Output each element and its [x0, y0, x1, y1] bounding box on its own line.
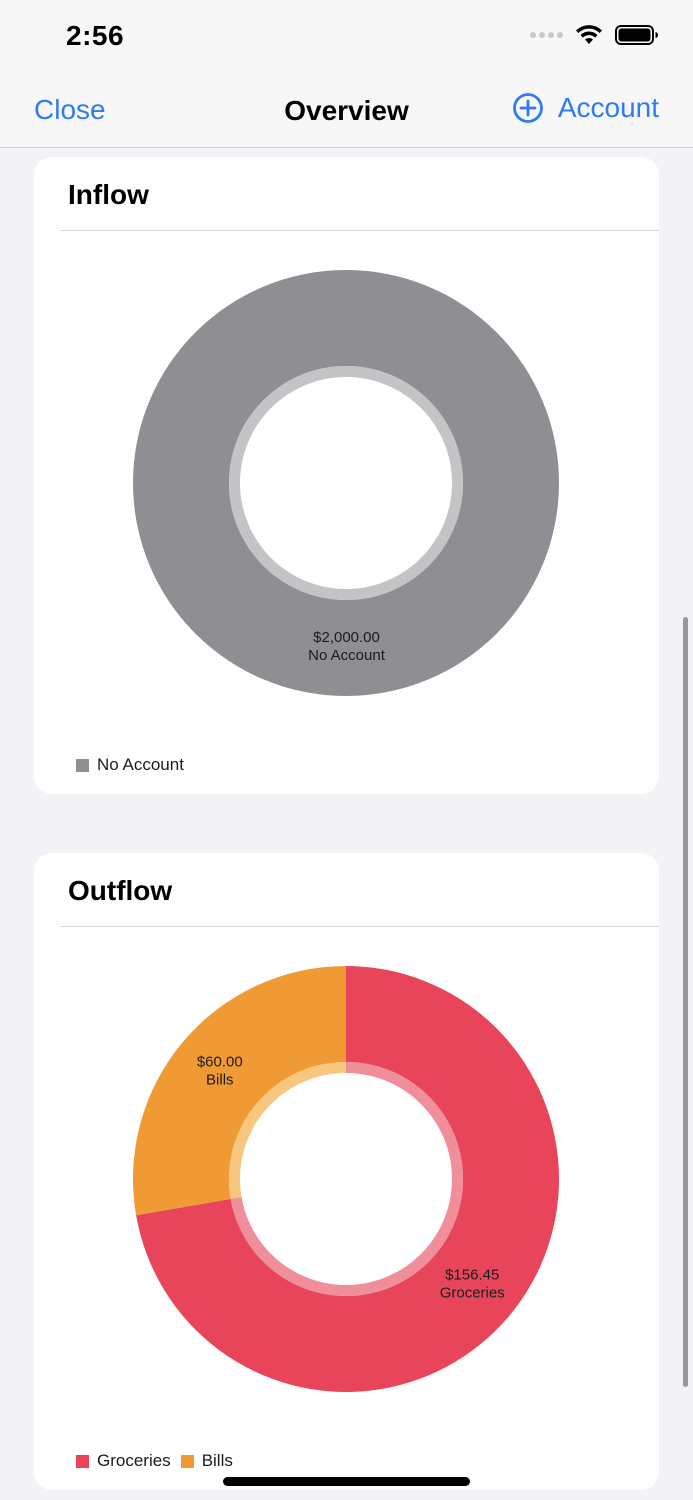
inflow-value-label-no-account: $2,000.00 — [313, 629, 380, 646]
outflow-slice-bills[interactable] — [133, 966, 346, 1216]
status-time: 2:56 — [66, 20, 125, 51]
outflow-legend-label-groceries: Groceries — [97, 1451, 171, 1470]
outflow-slice-groceries[interactable] — [136, 966, 560, 1392]
inflow-slice-no-account[interactable] — [133, 270, 559, 696]
outflow-name-label-bills: Bills — [206, 1072, 234, 1089]
outflow-card: Outflow $156.45 Groceries $60.00 Bills Groc… — [34, 853, 659, 1490]
inflow-name-label-no-account: No Account — [308, 647, 386, 664]
inflow-slice-inner-no-account — [229, 366, 463, 600]
wifi-icon — [576, 25, 602, 44]
inflow-legend-label-no-account: No Account — [97, 755, 184, 774]
inflow-legend-item-no-account: No Account — [76, 755, 184, 775]
inflow-legend-swatch-no-account — [76, 758, 89, 772]
outflow-legend-swatch-groceries — [76, 1454, 89, 1468]
outflow-divider — [60, 926, 659, 927]
plus-circle-icon — [512, 93, 543, 123]
inflow-legend: No Account — [76, 755, 184, 775]
outflow-legend-item-bills: Bills — [180, 1451, 233, 1471]
inflow-divider — [60, 230, 659, 231]
status-icons — [530, 24, 659, 46]
battery-icon — [615, 25, 658, 45]
status-bar: 2:56 — [0, 0, 693, 76]
home-indicator[interactable] — [223, 1477, 470, 1486]
outflow-legend: Groceries Bills — [76, 1451, 233, 1471]
outflow-legend-label-bills: Bills — [201, 1451, 233, 1470]
add-account-label: Account — [557, 92, 659, 123]
inflow-card: Inflow $2,000.00 No Account No Account — [34, 157, 659, 794]
inflow-title: Inflow — [68, 179, 149, 210]
outflow-legend-swatch-bills — [180, 1454, 194, 1468]
outflow-slice-inner-bills — [229, 1062, 346, 1199]
add-account-button[interactable]: Account — [512, 92, 659, 124]
close-button[interactable]: Close — [34, 94, 106, 125]
outflow-name-label-groceries: Groceries — [440, 1284, 505, 1301]
scroll-indicator[interactable] — [683, 617, 688, 1387]
cellular-signal-icon — [530, 32, 563, 38]
outflow-legend-item-groceries: Groceries — [76, 1451, 171, 1471]
navigation-bar: Close Overview Account — [0, 76, 693, 148]
outflow-title: Outflow — [68, 875, 173, 906]
outflow-value-label-groceries: $156.45 — [445, 1266, 499, 1283]
outflow-value-label-bills: $60.00 — [197, 1054, 243, 1071]
